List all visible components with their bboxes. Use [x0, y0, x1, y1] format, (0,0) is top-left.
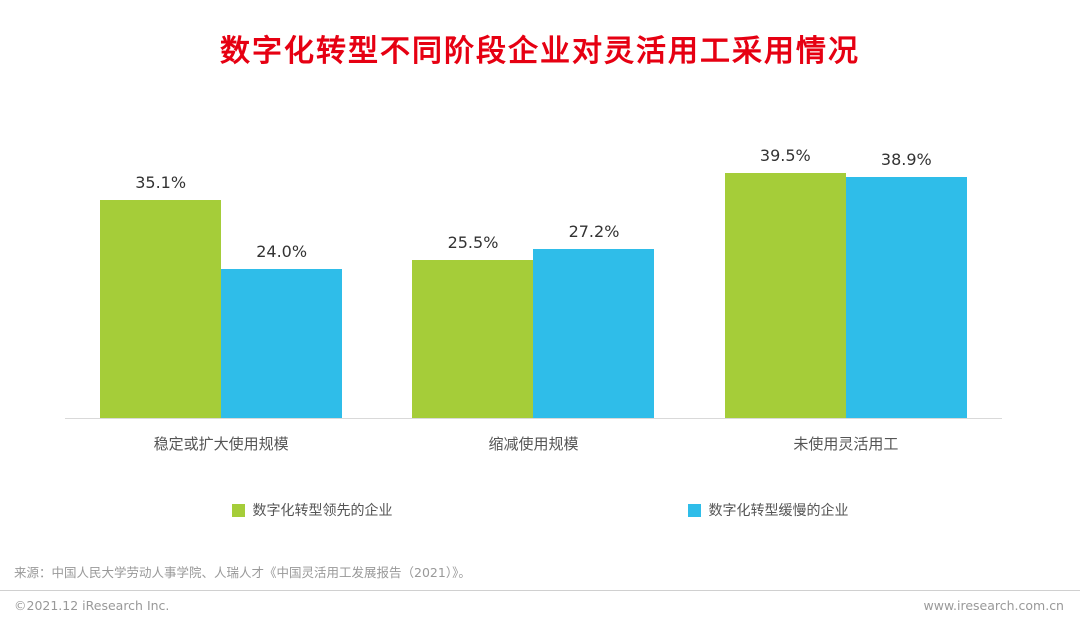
legend-item: 数字化转型领先的企业 [231, 500, 393, 520]
bar-group: 35.1% 24.0% [65, 173, 377, 418]
value-label: 24.0% [256, 242, 308, 261]
footer: ©2021.12 iResearch Inc. www.iresearch.co… [14, 598, 1064, 613]
bar [221, 269, 343, 418]
bar-group: 39.5% 38.9% [690, 146, 1002, 418]
bar [845, 177, 967, 418]
legend-swatch [231, 503, 245, 517]
value-label: 38.9% [880, 150, 932, 169]
source-note: 来源：中国人民大学劳动人事学院、人瑞人才《中国灵活用工发展报告（2021）》。 [14, 565, 471, 580]
legend-item: 数字化转型缓慢的企业 [687, 500, 849, 520]
bar [412, 260, 534, 418]
legend-label: 数字化转型领先的企业 [252, 503, 393, 519]
category-label: 缩减使用规模 [488, 435, 579, 453]
bar-column: 35.1% [100, 173, 222, 418]
category-label: 稳定或扩大使用规模 [153, 435, 289, 453]
value-label: 27.2% [568, 222, 620, 241]
footer-divider [0, 590, 1080, 591]
bar [724, 173, 846, 418]
page-title: 数字化转型不同阶段企业对灵活用工采用情况 [220, 34, 860, 69]
category-row: 稳定或扩大使用规模 缩减使用规模 未使用灵活用工 [65, 419, 1002, 454]
category-label: 未使用灵活用工 [793, 435, 899, 453]
bar-column: 25.5% [412, 233, 534, 418]
value-label: 39.5% [759, 146, 811, 165]
chart-area: 35.1% 24.0% 25.5% 27.2% 39.5% 38.9% [65, 94, 1002, 419]
bar [533, 249, 655, 418]
bar [100, 200, 222, 418]
bar-group: 25.5% 27.2% [377, 222, 689, 418]
bar-column: 38.9% [845, 150, 967, 418]
bar-column: 39.5% [724, 146, 846, 418]
legend-swatch [687, 503, 701, 517]
footer-url[interactable]: www.iresearch.com.cn [923, 598, 1065, 613]
legend: 数字化转型领先的企业 数字化转型缓慢的企业 [0, 500, 1080, 520]
bar-column: 24.0% [221, 242, 343, 418]
value-label: 25.5% [447, 233, 499, 252]
value-label: 35.1% [135, 173, 187, 192]
footer-copyright: ©2021.12 iResearch Inc. [14, 598, 170, 613]
legend-label: 数字化转型缓慢的企业 [708, 503, 849, 519]
bar-column: 27.2% [533, 222, 655, 418]
